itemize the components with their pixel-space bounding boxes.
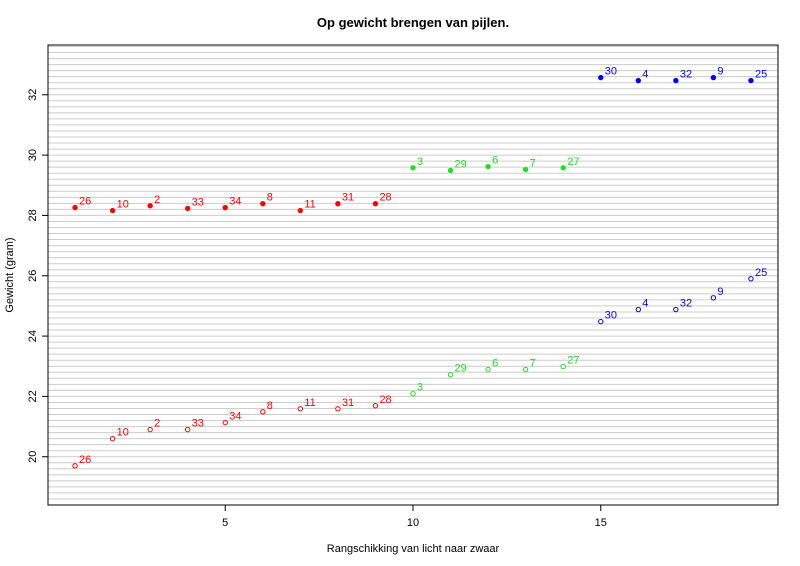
point (410, 390, 416, 397)
y-tick-label: 22 (27, 390, 39, 402)
point-label: 30 (605, 310, 617, 322)
point (410, 165, 416, 171)
point (147, 426, 153, 433)
point (260, 200, 266, 207)
point-label: 34 (229, 196, 241, 208)
point (297, 406, 304, 412)
point (598, 318, 604, 325)
point-label: 6 (492, 155, 498, 167)
point (485, 163, 491, 170)
point (184, 205, 191, 212)
point (260, 409, 266, 415)
point-label: 28 (379, 192, 391, 204)
point (598, 74, 604, 81)
point-label: 7 (530, 158, 536, 170)
point (109, 207, 116, 214)
point (560, 165, 566, 171)
point (335, 406, 341, 412)
point (222, 419, 228, 426)
point-label: 4 (642, 298, 648, 310)
x-axis-label: Rangschikking van licht naar zwaar (327, 543, 500, 555)
point-label: 8 (267, 192, 273, 204)
point (748, 276, 754, 282)
point-label: 2 (154, 418, 160, 430)
point-label: 27 (567, 156, 579, 168)
point-label: 26 (79, 454, 91, 466)
point (710, 295, 717, 301)
x-tick-label: 15 (595, 517, 607, 529)
y-tick-label: 30 (27, 149, 39, 161)
point-label: 29 (455, 158, 467, 170)
y-tick-label: 32 (27, 89, 39, 101)
point-label: 33 (192, 418, 204, 430)
point-label: 8 (267, 400, 273, 412)
point-label: 11 (304, 397, 315, 409)
point-label: 30 (605, 66, 617, 78)
y-axis-label: Gewicht (gram) (4, 237, 16, 312)
point (522, 166, 529, 173)
point-label: 28 (379, 394, 391, 406)
point-label: 3 (417, 156, 423, 168)
point-label: 26 (79, 196, 91, 208)
point (635, 77, 642, 84)
point-label: 9 (717, 66, 723, 78)
point (109, 435, 116, 442)
point-label: 33 (192, 196, 204, 208)
point-label: 31 (342, 397, 354, 409)
point-label: 4 (642, 69, 648, 81)
point (147, 203, 153, 209)
plot-box (47, 44, 779, 506)
y-tick-label: 20 (27, 451, 39, 463)
point (335, 200, 341, 207)
chart-title: Op gewicht brengen van pijlen. (317, 15, 509, 30)
point (184, 426, 191, 433)
point (522, 366, 529, 373)
y-tick-label: 28 (27, 209, 39, 221)
point-label: 27 (567, 355, 579, 367)
point-label: 31 (342, 192, 354, 204)
point-label: 10 (117, 199, 129, 211)
point-label: 9 (717, 286, 723, 298)
point (710, 74, 717, 81)
point (72, 463, 78, 469)
point (372, 403, 379, 409)
point (447, 167, 454, 174)
point (673, 306, 679, 313)
point-label: 32 (680, 298, 692, 310)
point (447, 371, 454, 378)
point (72, 204, 78, 211)
point-label: 10 (117, 427, 129, 439)
point (673, 77, 679, 84)
point-label: 29 (455, 363, 467, 375)
point-label: 6 (492, 358, 498, 370)
point (485, 366, 491, 373)
point-label: 11 (304, 199, 315, 211)
point (372, 200, 379, 207)
y-tick-label: 24 (27, 330, 39, 342)
point (560, 363, 566, 370)
point (748, 77, 754, 84)
point (635, 306, 642, 313)
point-label: 3 (417, 382, 423, 394)
point (222, 204, 228, 211)
x-tick-label: 10 (407, 517, 419, 529)
point-label: 32 (680, 69, 692, 81)
x-tick-label: 5 (222, 517, 228, 529)
point-label: 34 (229, 411, 241, 423)
point-label: 2 (154, 194, 160, 206)
point-label: 25 (755, 267, 767, 279)
y-tick-label: 26 (27, 270, 39, 282)
point-label: 7 (530, 358, 536, 370)
point-label: 25 (755, 69, 767, 81)
point (297, 207, 304, 214)
